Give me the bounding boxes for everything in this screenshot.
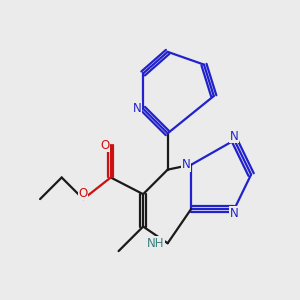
- Text: N: N: [230, 130, 239, 142]
- Text: N: N: [182, 158, 190, 171]
- Text: N: N: [230, 206, 239, 220]
- Text: O: O: [79, 187, 88, 200]
- Text: NH: NH: [147, 237, 165, 250]
- Text: O: O: [100, 139, 110, 152]
- Text: N: N: [133, 102, 142, 115]
